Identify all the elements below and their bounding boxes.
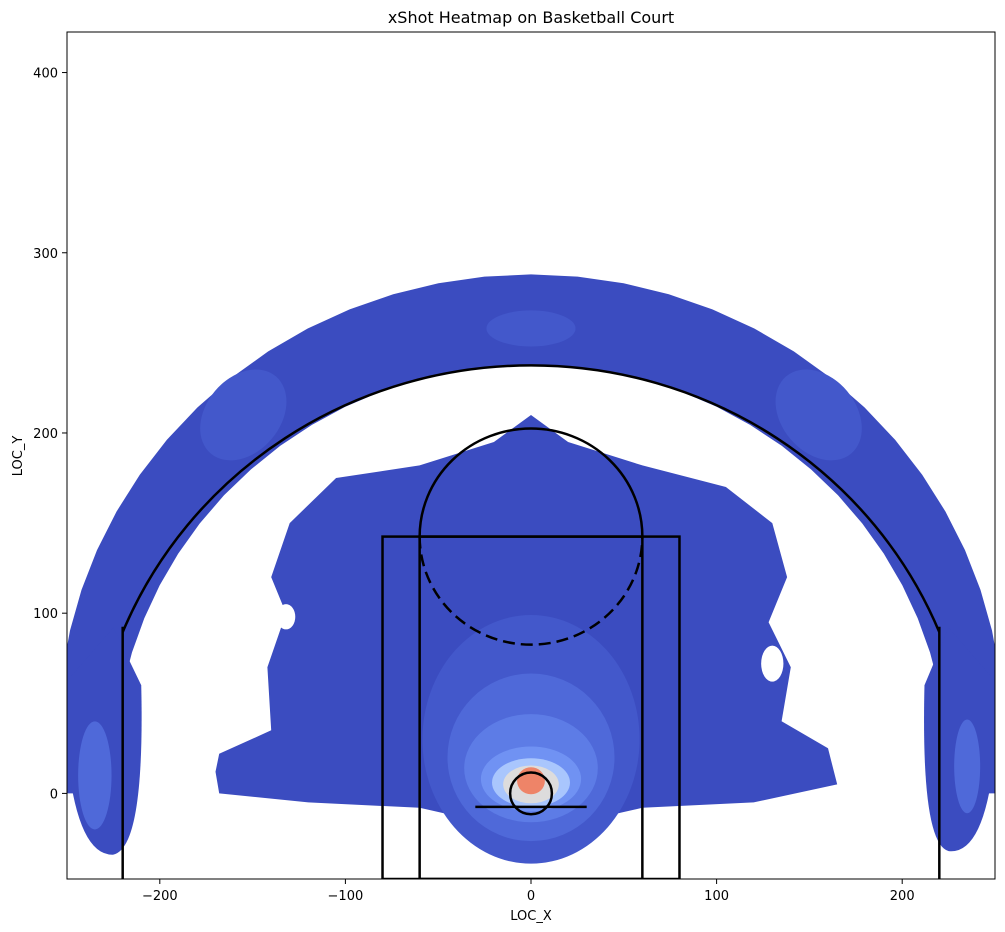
y-axis-label: LOC_Y bbox=[11, 436, 26, 477]
paint-inner-box bbox=[418, 535, 644, 879]
heat-layer bbox=[67, 274, 995, 864]
y-tick-label: 0 bbox=[50, 787, 58, 802]
x-tick-label: 0 bbox=[527, 889, 535, 904]
x-tick-label: −100 bbox=[328, 889, 364, 904]
court-lines bbox=[121, 364, 941, 879]
x-axis: −200 −100 0 100 200 bbox=[142, 879, 915, 904]
heat-patch-left-wing bbox=[200, 369, 287, 461]
heat-gap-left bbox=[276, 604, 296, 630]
chart-title: xShot Heatmap on Basketball Court bbox=[388, 8, 674, 27]
free-throw-arc-top bbox=[418, 427, 644, 537]
three-point-arc bbox=[121, 364, 941, 633]
heat-patch-top bbox=[486, 310, 576, 347]
x-tick-label: 200 bbox=[890, 889, 915, 904]
heat-patch-right-corner bbox=[954, 719, 981, 814]
heat-region-arc bbox=[67, 274, 995, 794]
y-axis: 0 100 200 300 400 bbox=[33, 67, 67, 802]
y-tick-label: 200 bbox=[33, 427, 58, 442]
y-tick-label: 400 bbox=[33, 67, 58, 82]
y-tick-label: 300 bbox=[33, 247, 58, 262]
x-axis-label: LOC_X bbox=[510, 909, 552, 924]
x-tick-label: −200 bbox=[142, 889, 178, 904]
plot-area bbox=[67, 274, 995, 879]
x-tick-label: 100 bbox=[704, 889, 729, 904]
heat-patch-left-corner bbox=[78, 721, 112, 830]
free-throw-arc-bottom bbox=[418, 536, 644, 646]
heat-patch-right-wing bbox=[775, 369, 862, 461]
heat-gap-right bbox=[761, 645, 784, 682]
hoop bbox=[508, 771, 554, 816]
y-tick-label: 100 bbox=[33, 607, 58, 622]
